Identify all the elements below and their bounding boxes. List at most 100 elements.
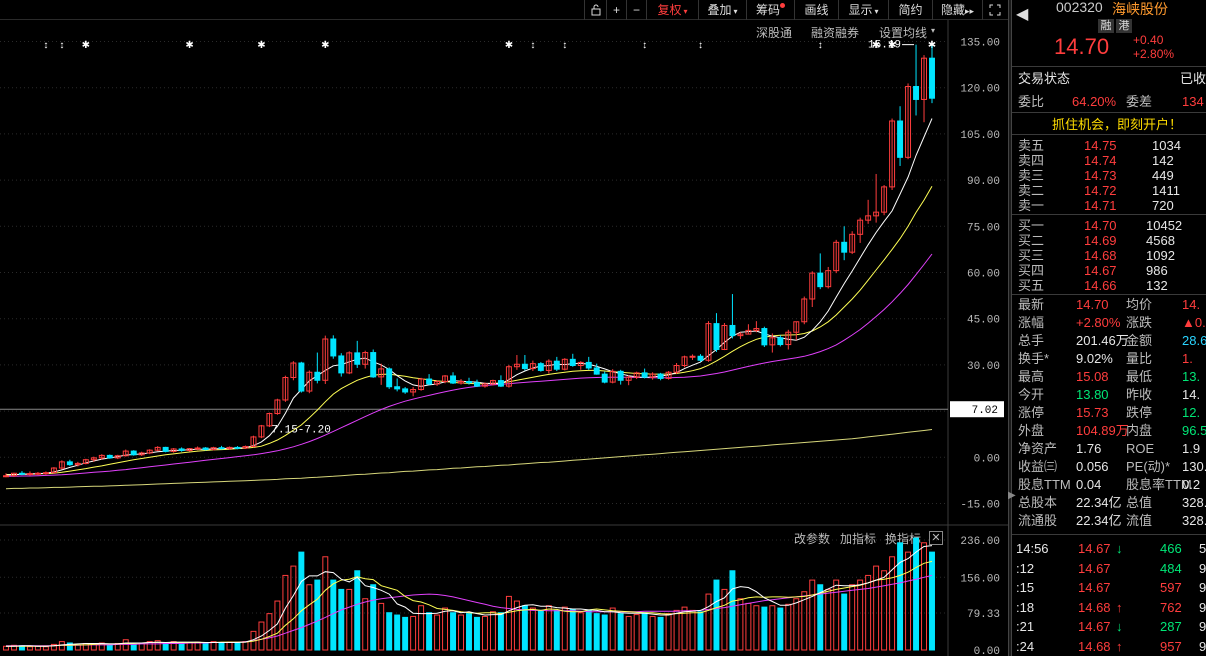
zoom-out-icon[interactable]: − bbox=[626, 0, 646, 20]
bid-price: 14.70 bbox=[1084, 218, 1117, 233]
hk-badge: 港 bbox=[1116, 19, 1132, 33]
volume-bar bbox=[370, 584, 377, 651]
candle-body bbox=[410, 389, 417, 393]
stat-row: 今开 13.80 昨收 14. bbox=[1012, 386, 1206, 404]
candle-body bbox=[761, 328, 768, 346]
tick-price: 14.67 bbox=[1078, 619, 1111, 634]
volume-bar bbox=[497, 612, 504, 651]
candle-body bbox=[258, 425, 265, 438]
candle-body bbox=[18, 472, 25, 475]
volume-bar bbox=[921, 542, 927, 651]
stat-label: 内盘 bbox=[1126, 423, 1153, 438]
draw-line-label: 画线 bbox=[804, 3, 829, 17]
stat-label: 净资产 bbox=[1018, 441, 1058, 456]
hide-button[interactable]: 隐藏▸▸ bbox=[932, 0, 982, 20]
stat-value: 15.73 bbox=[1076, 405, 1109, 420]
stat-label: 今开 bbox=[1018, 387, 1045, 402]
stat-label: 昨收 bbox=[1126, 387, 1153, 402]
candle-body bbox=[521, 363, 528, 370]
tick-price: 14.68 bbox=[1078, 599, 1111, 615]
candle-body bbox=[274, 399, 281, 415]
tick-time: :15 bbox=[1016, 580, 1035, 595]
candle-body bbox=[801, 298, 808, 323]
hk-connect-link[interactable]: 深股通 bbox=[756, 26, 793, 40]
low-price-label: 7.15-7.20 bbox=[271, 425, 330, 437]
add-indicator-button[interactable]: 加指标 bbox=[840, 532, 877, 546]
margin-link[interactable]: 融资融券 bbox=[811, 26, 860, 40]
current-price-tag-bg bbox=[950, 401, 1004, 418]
candle-body bbox=[793, 321, 800, 333]
overlay-label: 叠加 bbox=[707, 3, 732, 17]
candle-body bbox=[322, 338, 329, 381]
ma-settings-link[interactable]: 设置均线 bbox=[879, 26, 928, 40]
overlay-button[interactable]: 叠加 ▾ bbox=[698, 0, 746, 20]
left-triangle-icon[interactable]: ◀ bbox=[1016, 6, 1029, 23]
volume-bar bbox=[434, 614, 441, 651]
volume-bar bbox=[282, 574, 289, 651]
candle-body bbox=[202, 447, 209, 451]
volume-bar bbox=[513, 600, 520, 651]
candle-body bbox=[306, 371, 313, 392]
stat-value: 13.80 bbox=[1076, 387, 1109, 402]
volume-bar bbox=[793, 598, 800, 651]
display-button[interactable]: 显示 ▾ bbox=[838, 0, 888, 20]
stat-value: 22.34亿 bbox=[1076, 495, 1122, 510]
chip-button[interactable]: 筹码 bbox=[746, 0, 794, 20]
volume-bar bbox=[386, 612, 393, 651]
stat-value: 14. bbox=[1182, 297, 1201, 312]
promo-link[interactable]: 抓住机会，即刻开户！ bbox=[1052, 117, 1183, 132]
candle-body bbox=[442, 375, 449, 383]
ask-row: 卖二 14.72 1411 bbox=[1012, 182, 1206, 200]
candle-body bbox=[210, 447, 217, 451]
candle-body bbox=[537, 363, 544, 371]
volume-bar bbox=[689, 609, 696, 651]
vol-tick-label: 0.00 bbox=[974, 646, 1000, 656]
volume-bar bbox=[106, 644, 113, 651]
switch-indicator-button[interactable]: 换指标 bbox=[885, 532, 922, 546]
volume-bar bbox=[577, 612, 584, 651]
candle-body bbox=[713, 323, 720, 350]
change-params-button[interactable]: 改参数 bbox=[794, 532, 831, 546]
volume-bar bbox=[713, 579, 720, 651]
zoom-in-icon[interactable]: + bbox=[606, 0, 626, 20]
candle-body bbox=[330, 338, 337, 357]
fullscreen-icon[interactable] bbox=[982, 0, 1006, 20]
candle-body bbox=[841, 241, 848, 253]
candle-body bbox=[130, 450, 137, 456]
volume-bar bbox=[705, 593, 712, 651]
margin-badge: 融 bbox=[1098, 19, 1114, 33]
stat-row: 最新 14.70 均价 14. bbox=[1012, 296, 1206, 314]
draw-line-button[interactable]: 画线 bbox=[794, 0, 838, 20]
bid-volume: 132 bbox=[1146, 278, 1168, 293]
trade-status-value: 已收 bbox=[1180, 71, 1206, 86]
volume-bar bbox=[242, 641, 249, 651]
bid-row: 买一 14.70 10452 bbox=[1012, 217, 1206, 235]
candle-body bbox=[282, 377, 289, 401]
simple-label: 简约 bbox=[898, 3, 923, 17]
volume-bar bbox=[673, 609, 680, 651]
ask-price: 14.72 bbox=[1084, 183, 1117, 198]
kline-chart[interactable]: 135.00 120.00 105.00 90.00 75.00 60.00 45.00 30… bbox=[0, 20, 1008, 656]
event-marker: ↕ bbox=[642, 40, 647, 51]
tick-extra: 9 bbox=[1199, 580, 1206, 595]
stat-row: 涨幅 +2.80% 涨跌 ▲0. bbox=[1012, 314, 1206, 332]
volume-bar bbox=[210, 641, 217, 651]
tick-time: :21 bbox=[1016, 619, 1035, 634]
candle-body bbox=[665, 371, 672, 379]
close-icon[interactable]: ✕ bbox=[929, 531, 943, 545]
high-price-label: 15.19 bbox=[868, 40, 901, 52]
volume-bar bbox=[26, 646, 33, 651]
fuquan-button[interactable]: 复权 ▾ bbox=[646, 0, 698, 20]
candle-body bbox=[921, 57, 927, 100]
candle-body bbox=[290, 362, 297, 379]
panel-splitter[interactable]: ▶ bbox=[1008, 0, 1016, 656]
lock-icon[interactable] bbox=[584, 0, 606, 20]
bid-price: 14.67 bbox=[1084, 263, 1117, 278]
tick-extra: 9 bbox=[1199, 560, 1206, 576]
simple-button[interactable]: 简约 bbox=[888, 0, 932, 20]
volume-bar bbox=[897, 542, 904, 651]
chip-label: 筹码 bbox=[755, 3, 780, 17]
chevron-down-icon[interactable]: ▾ bbox=[931, 26, 936, 35]
bid-volume: 10452 bbox=[1146, 218, 1183, 233]
